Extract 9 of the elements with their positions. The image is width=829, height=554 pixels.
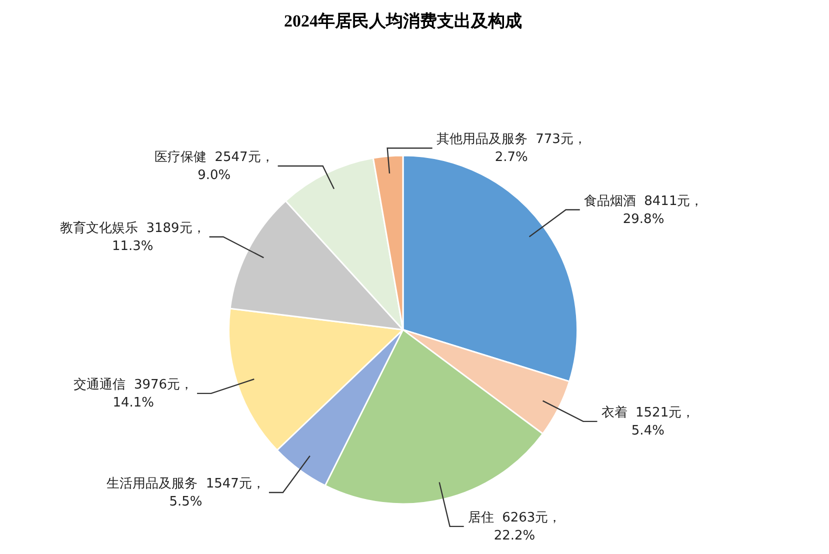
slice-label: 医疗保健 2547元， 9.0% bbox=[154, 150, 274, 184]
slice-label: 教育文化娱乐 3189元， 11.3% bbox=[60, 220, 206, 254]
slice-label: 食品烟酒 8411元， 29.8% bbox=[584, 194, 704, 227]
slice-label: 生活用品及服务 1547元， 5.5% bbox=[106, 476, 265, 510]
chart-title: 2024年居民人均消费支出及构成 bbox=[284, 12, 522, 31]
slice-label: 交通通信 3976元， 14.1% bbox=[74, 376, 194, 410]
slice-label: 居住 6263元， 22.2% bbox=[468, 510, 562, 544]
slice-label: 其他用品及服务 773元， 2.7% bbox=[436, 132, 586, 166]
slice-label: 衣着 1521元， 5.4% bbox=[601, 404, 695, 438]
